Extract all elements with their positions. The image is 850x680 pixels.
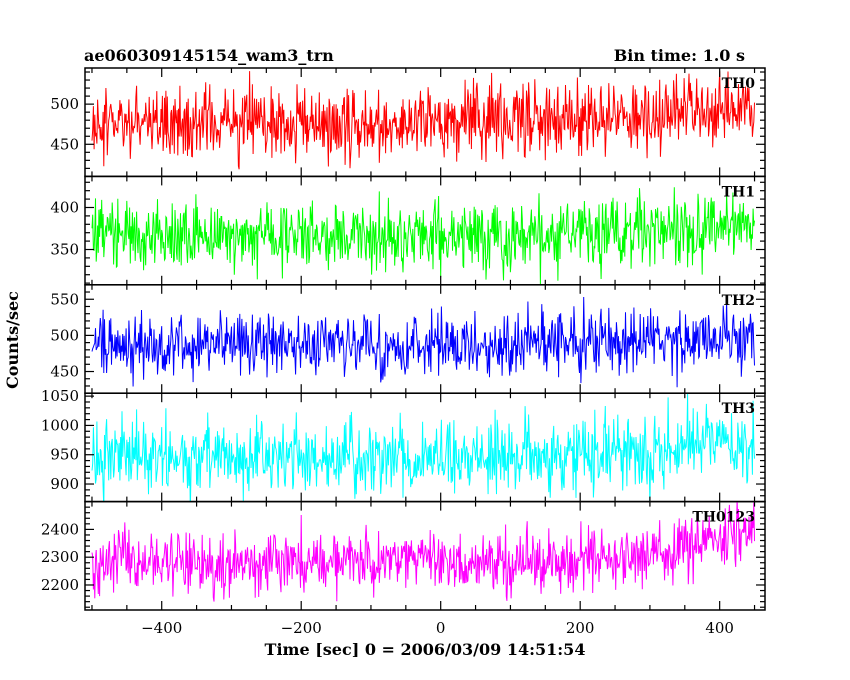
x-tick-label: 200 [566,619,595,637]
y-tick-label-th3: 950 [50,446,79,464]
bin-time-label: Bin time: 1.0 s [614,46,745,65]
panel-label-th0: TH0 [722,76,756,92]
x-tick-label: 400 [705,619,734,637]
series-line-th0 [91,71,755,170]
panel-label-th2: TH2 [722,293,755,309]
panel-label-th3: TH3 [722,401,755,417]
y-tick-label-th1: 400 [50,198,79,216]
y-tick-label-th2: 500 [50,326,79,344]
y-tick-label-th0: 500 [50,95,79,113]
y-tick-label-th0123: 2300 [41,548,79,566]
panels-group: TH0 450 500 TH1 350 400 TH2 450 500 550 TH3 900 950 1… [41,67,766,637]
y-tick-label-th3: 1000 [41,416,79,434]
panel-label-th0123: TH0123 [692,510,755,526]
y-axis-label: Counts/sec [3,291,22,389]
panel-label-th1: TH1 [722,184,755,200]
panel-frame-th0123 [84,500,766,611]
panel-frame-th2 [84,284,766,394]
y-tick-label-th2: 450 [50,363,79,381]
x-tick-label: 0 [436,619,446,637]
x-tick-label: −400 [141,619,182,637]
series-line-th0123 [91,501,755,602]
series-line-th1 [91,187,755,285]
chart-title: ae060309145154_wam3_trn [84,46,334,65]
y-tick-label-th1: 350 [50,241,79,259]
y-tick-label-th2: 550 [50,290,79,308]
y-tick-label-th0123: 2400 [41,520,79,538]
series-line-th3 [91,393,755,502]
series-line-th2 [91,296,755,388]
y-tick-label-th0: 450 [50,135,79,153]
x-axis-label: Time [sec] 0 = 2006/03/09 14:51:54 [265,640,586,659]
x-tick-label: −200 [281,619,322,637]
y-tick-label-th3: 900 [50,475,79,493]
y-tick-label-th0123: 2200 [41,576,79,594]
y-tick-label-th3: 1050 [41,387,79,405]
